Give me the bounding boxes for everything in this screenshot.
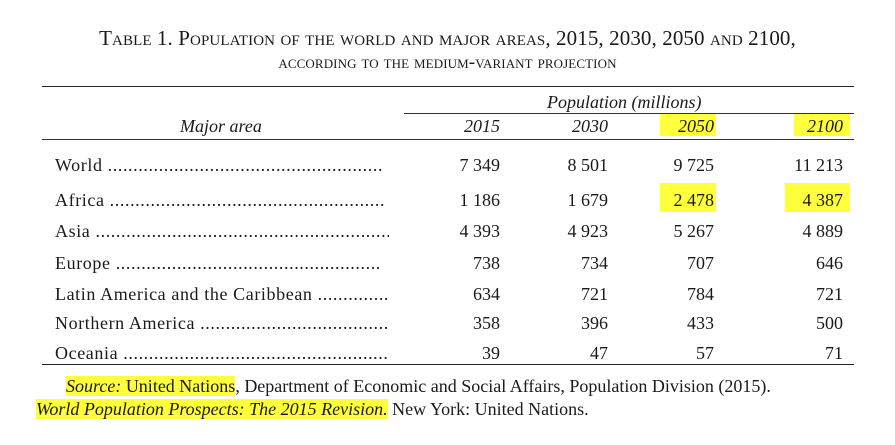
highlight-africa-2100 [785, 183, 850, 212]
bottom-rule [42, 364, 854, 365]
cell-europe-2015: 738 [473, 253, 500, 273]
row-label: Oceania ................................… [55, 342, 389, 364]
cell-latin-america-2015: 634 [473, 284, 500, 304]
source-line-2: World Population Prospects: The 2015 Rev… [36, 398, 589, 420]
year-header-2100: 2100 [807, 116, 843, 136]
population-group-header: Population (millions) [547, 92, 702, 112]
publication-place: New York: United Nations. [387, 399, 589, 419]
cell-europe-2100: 646 [816, 253, 843, 273]
leader-dots: ..................................... [195, 313, 389, 333]
group-header-rule [404, 113, 854, 114]
row-label: Asia ...................................… [55, 220, 389, 242]
table-title-line1: Table 1. Population of the world and maj… [99, 26, 796, 50]
leader-dots: ........................................… [110, 253, 381, 273]
cell-northern-america-2050: 433 [687, 313, 714, 333]
publication-title: World Population Prospects: The 2015 Rev… [36, 399, 388, 419]
highlight-2100-header [794, 114, 850, 136]
source-line-1: Source: United Nations, Department of Ec… [66, 375, 771, 397]
cell-europe-2050: 707 [687, 253, 714, 273]
cell-europe-2030: 734 [581, 253, 608, 273]
row-label-text: World [55, 155, 103, 175]
cell-world-2100: 11 213 [794, 155, 843, 175]
cell-oceania-2100: 71 [825, 343, 843, 363]
leader-dots: ........................................… [118, 343, 389, 363]
cell-oceania-2015: 39 [482, 343, 500, 363]
row-label: Europe .................................… [55, 252, 389, 274]
cell-africa-2030: 1 679 [567, 190, 609, 210]
header-bottom-rule [42, 139, 854, 140]
cell-africa-2100: 4 387 [802, 190, 844, 210]
year-header-2015: 2015 [464, 116, 500, 136]
leader-dots: ........................................… [104, 190, 386, 210]
cell-latin-america-2100: 721 [816, 284, 843, 304]
leader-dots: ........................................… [102, 155, 384, 175]
cell-world-2050: 9 725 [673, 155, 715, 175]
row-label-text: Latin America and the Caribbean [55, 284, 313, 304]
row-label: World ..................................… [55, 154, 389, 176]
cell-northern-america-2030: 396 [581, 313, 608, 333]
cell-latin-america-2030: 721 [581, 284, 608, 304]
cell-world-2030: 8 501 [567, 155, 609, 175]
cell-africa-2015: 1 186 [459, 190, 501, 210]
cell-oceania-2050: 57 [696, 343, 714, 363]
source-org: United Nations [121, 376, 236, 396]
year-header-2030: 2030 [572, 116, 608, 136]
cell-oceania-2030: 47 [590, 343, 608, 363]
row-label-text: Europe [55, 253, 111, 273]
highlight-africa-2050 [660, 183, 716, 212]
row-label: Northern America .......................… [55, 312, 389, 334]
major-area-header: Major area [180, 116, 262, 136]
cell-asia-2100: 4 889 [802, 221, 844, 241]
top-rule [42, 86, 854, 87]
cell-northern-america-2100: 500 [816, 313, 843, 333]
cell-asia-2015: 4 393 [459, 221, 501, 241]
row-label-text: Oceania [55, 343, 119, 363]
leader-dots: ............... [312, 284, 389, 304]
row-label-text: Asia [55, 221, 91, 241]
cell-asia-2050: 5 267 [673, 221, 715, 241]
row-label: Latin America and the Caribbean ........… [55, 283, 389, 305]
row-label-text: Africa [55, 190, 105, 210]
highlight-2050-header [660, 114, 716, 136]
cell-asia-2030: 4 923 [567, 221, 609, 241]
table-title-line2: according to the medium-variant projecti… [278, 52, 617, 73]
cell-world-2015: 7 349 [459, 155, 501, 175]
cell-africa-2050: 2 478 [673, 190, 715, 210]
cell-northern-america-2015: 358 [473, 313, 500, 333]
cell-latin-america-2050: 784 [687, 284, 714, 304]
row-label: Africa .................................… [55, 189, 389, 211]
row-label-text: Northern America [55, 313, 196, 333]
source-label: Source: [66, 376, 122, 396]
year-header-2050: 2050 [678, 116, 714, 136]
source-details: , Department of Economic and Social Affa… [235, 376, 771, 396]
leader-dots: ........................................… [90, 221, 390, 241]
